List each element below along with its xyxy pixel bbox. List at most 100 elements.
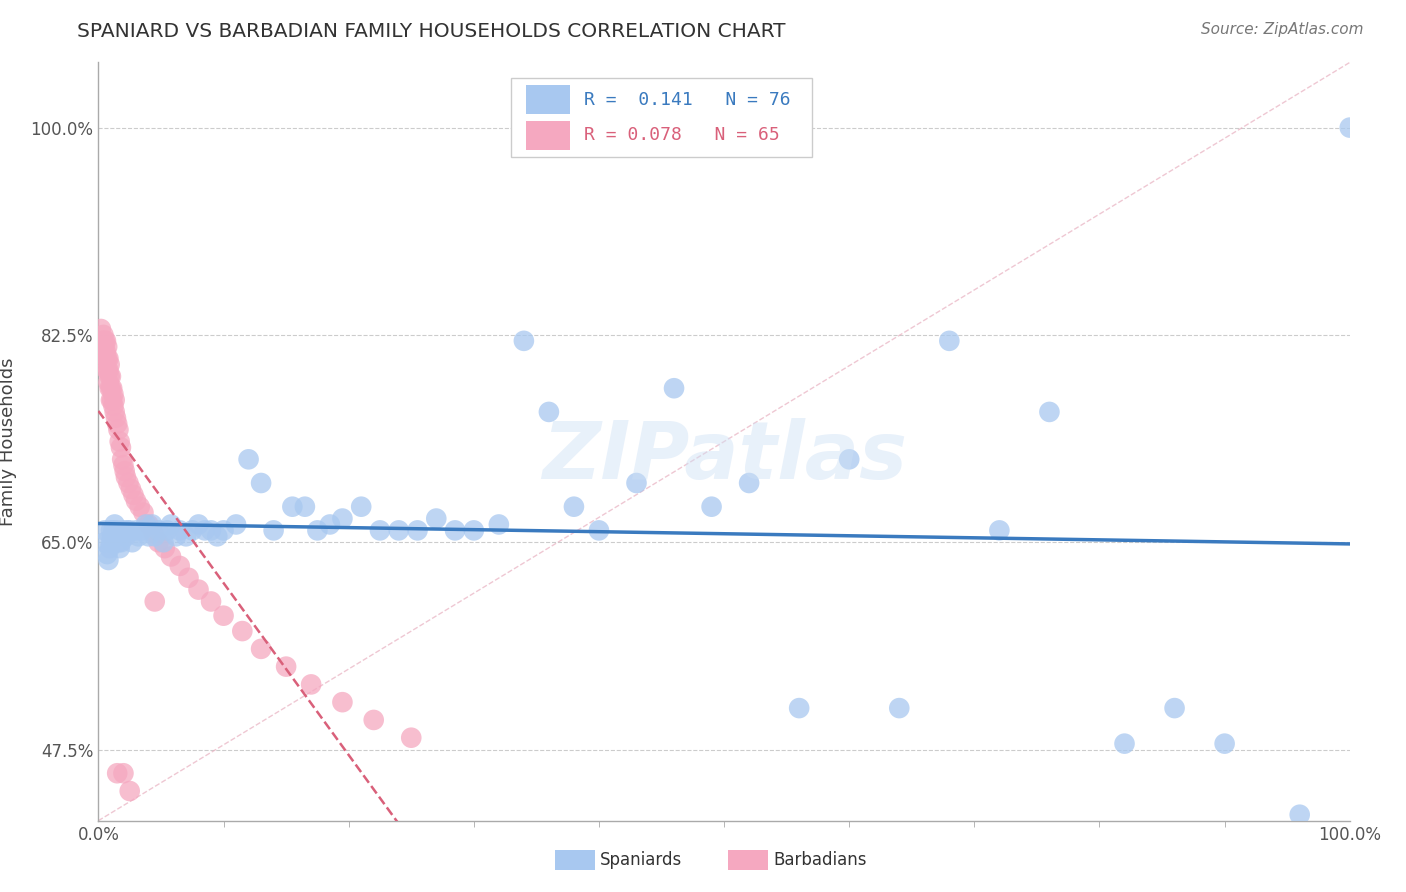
Point bbox=[107, 423, 129, 437]
Point bbox=[93, 535, 115, 549]
Point bbox=[94, 358, 117, 372]
Point bbox=[700, 500, 723, 514]
Point bbox=[96, 340, 118, 354]
Point bbox=[122, 488, 145, 502]
Point bbox=[115, 524, 138, 538]
Point bbox=[125, 493, 148, 508]
Text: Source: ZipAtlas.com: Source: ZipAtlas.com bbox=[1201, 22, 1364, 37]
Point bbox=[103, 399, 125, 413]
Point bbox=[104, 517, 127, 532]
Point bbox=[142, 525, 165, 540]
Point bbox=[120, 482, 142, 496]
Point bbox=[98, 541, 121, 556]
Point bbox=[148, 535, 170, 549]
Point bbox=[98, 369, 121, 384]
Point bbox=[1114, 737, 1136, 751]
Point bbox=[98, 381, 121, 395]
Text: SPANIARD VS BARBADIAN FAMILY HOUSEHOLDS CORRELATION CHART: SPANIARD VS BARBADIAN FAMILY HOUSEHOLDS … bbox=[77, 22, 786, 41]
Point bbox=[112, 458, 135, 473]
FancyBboxPatch shape bbox=[512, 78, 811, 157]
Point bbox=[212, 524, 235, 538]
Point bbox=[363, 713, 385, 727]
Point bbox=[152, 535, 174, 549]
Point bbox=[889, 701, 911, 715]
Point bbox=[250, 475, 273, 490]
Point bbox=[388, 524, 411, 538]
Point bbox=[131, 524, 153, 538]
Point bbox=[350, 500, 373, 514]
Y-axis label: Family Households: Family Households bbox=[0, 358, 17, 525]
Point bbox=[110, 535, 132, 549]
Text: R =  0.141   N = 76: R = 0.141 N = 76 bbox=[583, 91, 790, 109]
Point bbox=[187, 517, 209, 532]
Point bbox=[96, 351, 118, 366]
Point bbox=[100, 393, 122, 408]
Point bbox=[148, 524, 170, 538]
Point bbox=[93, 345, 115, 359]
Point bbox=[110, 441, 132, 455]
Point bbox=[1288, 807, 1310, 822]
Point bbox=[90, 322, 112, 336]
Point bbox=[111, 452, 134, 467]
Point bbox=[94, 334, 117, 348]
Point bbox=[169, 558, 191, 573]
Point bbox=[105, 766, 128, 780]
Point bbox=[626, 475, 648, 490]
Point bbox=[738, 475, 761, 490]
Point bbox=[128, 500, 150, 514]
Point bbox=[200, 524, 222, 538]
Point bbox=[114, 464, 136, 478]
Point bbox=[93, 327, 115, 342]
Point bbox=[112, 524, 135, 538]
Point bbox=[238, 452, 260, 467]
Point bbox=[938, 334, 960, 348]
Point bbox=[94, 345, 117, 359]
Point bbox=[91, 334, 114, 348]
Point bbox=[160, 549, 183, 564]
Point bbox=[93, 351, 115, 366]
Point bbox=[165, 529, 187, 543]
Point bbox=[153, 541, 176, 556]
Point bbox=[93, 334, 115, 348]
Point bbox=[105, 524, 128, 538]
Point bbox=[135, 517, 157, 532]
FancyBboxPatch shape bbox=[526, 120, 571, 150]
Point bbox=[187, 582, 209, 597]
Point bbox=[91, 340, 114, 354]
Point bbox=[132, 506, 155, 520]
Point bbox=[108, 541, 131, 556]
Point bbox=[1213, 737, 1236, 751]
Point bbox=[319, 517, 342, 532]
Point bbox=[105, 417, 128, 431]
Point bbox=[100, 535, 122, 549]
Point bbox=[115, 529, 138, 543]
Point bbox=[101, 381, 124, 395]
Text: R = 0.078   N = 65: R = 0.078 N = 65 bbox=[583, 127, 780, 145]
Point bbox=[169, 524, 191, 538]
Point bbox=[299, 677, 322, 691]
Point bbox=[401, 731, 423, 745]
Point bbox=[96, 363, 118, 377]
Point bbox=[307, 524, 329, 538]
Point bbox=[425, 511, 447, 525]
Point bbox=[103, 524, 125, 538]
Point bbox=[112, 766, 135, 780]
Point bbox=[93, 524, 115, 538]
Point bbox=[263, 524, 285, 538]
Point bbox=[225, 517, 247, 532]
Point bbox=[117, 475, 139, 490]
Point bbox=[444, 524, 467, 538]
Point bbox=[97, 363, 120, 377]
Point bbox=[160, 517, 183, 532]
Point bbox=[562, 500, 585, 514]
Point bbox=[138, 517, 160, 532]
Text: Barbadians: Barbadians bbox=[773, 851, 868, 869]
Point bbox=[537, 405, 560, 419]
Point bbox=[231, 624, 253, 639]
Point bbox=[463, 524, 485, 538]
Point bbox=[274, 659, 298, 673]
Point bbox=[141, 517, 163, 532]
Point bbox=[194, 524, 217, 538]
Point bbox=[101, 529, 124, 543]
Point bbox=[250, 641, 273, 656]
